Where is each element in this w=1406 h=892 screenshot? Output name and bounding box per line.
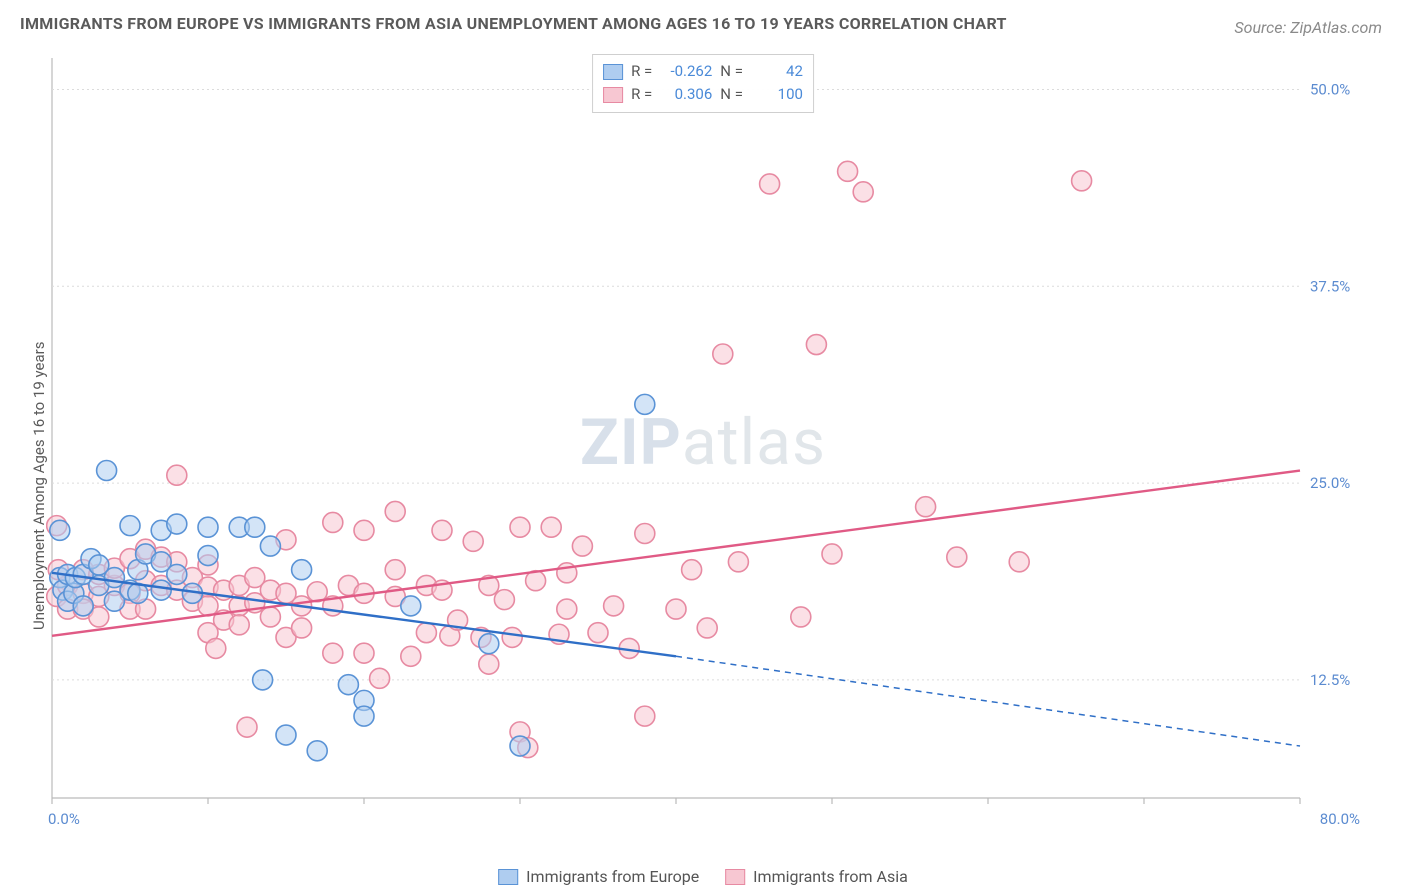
svg-text:50.0%: 50.0% [1310, 80, 1350, 98]
chart-plot-area: 12.5% 25.0% 37.5% 50.0% 0.0% 80.0% [46, 52, 1370, 834]
n-value-europe: 42 [751, 60, 803, 83]
svg-text:37.5%: 37.5% [1310, 277, 1350, 295]
n-label: N = [720, 83, 743, 106]
r-value-asia: 0.306 [660, 83, 712, 106]
legend-label-europe: Immigrants from Europe [526, 867, 699, 886]
source-attribution: Source: ZipAtlas.com [1234, 18, 1382, 37]
swatch-asia-icon [725, 869, 745, 885]
swatch-europe-icon [603, 64, 623, 80]
r-label: R = [631, 83, 652, 106]
swatch-europe-icon [498, 869, 518, 885]
r-value-europe: -0.262 [660, 60, 712, 83]
swatch-asia-icon [603, 87, 623, 103]
n-value-asia: 100 [751, 83, 803, 106]
legend-item-asia: Immigrants from Asia [725, 867, 908, 886]
stats-row-asia: R = 0.306 N = 100 [603, 83, 803, 106]
svg-text:0.0%: 0.0% [48, 810, 80, 828]
source-value: ZipAtlas.com [1290, 18, 1382, 37]
scatter-chart: 12.5% 25.0% 37.5% 50.0% 0.0% 80.0% [46, 52, 1370, 834]
legend-item-europe: Immigrants from Europe [498, 867, 699, 886]
stats-row-europe: R = -0.262 N = 42 [603, 60, 803, 83]
correlation-stats-box: R = -0.262 N = 42 R = 0.306 N = 100 [592, 54, 814, 113]
legend-label-asia: Immigrants from Asia [753, 867, 908, 886]
chart-title: IMMIGRANTS FROM EUROPE VS IMMIGRANTS FRO… [20, 14, 1007, 33]
r-label: R = [631, 60, 652, 83]
n-label: N = [720, 60, 743, 83]
svg-text:12.5%: 12.5% [1310, 671, 1350, 689]
svg-text:80.0%: 80.0% [1320, 810, 1360, 828]
legend: Immigrants from Europe Immigrants from A… [498, 867, 908, 886]
svg-text:25.0%: 25.0% [1310, 474, 1350, 492]
source-label: Source: [1234, 18, 1286, 37]
